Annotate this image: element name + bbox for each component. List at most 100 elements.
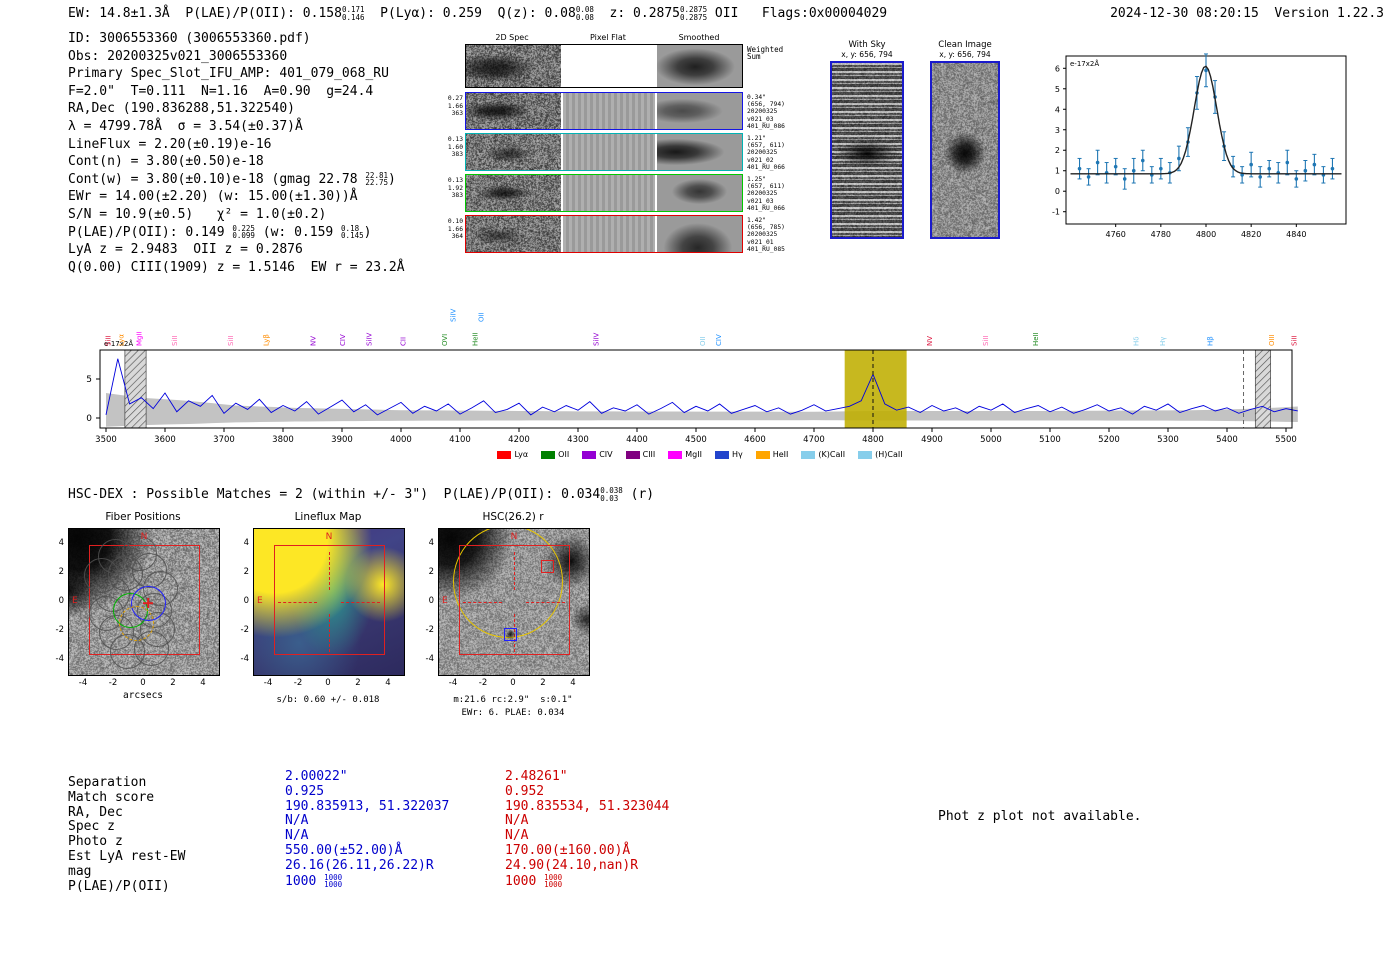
text-segment: 0.952: [505, 784, 544, 799]
match-row-label: Match score: [68, 791, 285, 806]
emission-line-label: SiIV: [366, 333, 374, 346]
match-row-label: Photo z: [68, 835, 285, 850]
fiber-positions-image: N E: [68, 528, 220, 676]
text-segment: EW: 14.8±1.3Å P(LAE)/P(OII): 0.158: [68, 6, 342, 21]
legend-item-MgII: MgII: [668, 450, 702, 459]
y-tick-label: 2: [48, 567, 64, 577]
imaging-cutouts: Fiber Positions Lineflux Map HSC(26.2) r…: [0, 505, 650, 725]
stacked-uncertainty: 0.171 0.146: [342, 6, 365, 21]
svg-text:4800: 4800: [862, 435, 884, 445]
svg-text:4780: 4780: [1151, 230, 1171, 239]
east-label: E: [442, 596, 448, 606]
text-segment: Q(0.00) CIII(1909) z = 1.5146 EW r = 23.…: [68, 260, 405, 275]
x-tick-label: 0: [134, 678, 152, 688]
x-tick-label: -4: [259, 678, 277, 688]
info-line: LyA z = 2.9483 OII z = 0.2876: [68, 241, 405, 259]
text-segment: N/A: [505, 828, 528, 843]
2d-spectra-row: 0.13 1.92 383 1.25" (657, 611) 20200325 v…: [465, 174, 743, 212]
aperture-fiber-orange: [119, 606, 154, 641]
text-segment: ID: 3006553360 (3006553360.pdf): [68, 31, 311, 46]
stacked-uncertainty: 0.225 0.099: [232, 225, 255, 240]
smoothed-image: [657, 216, 742, 252]
legend-swatch: [541, 451, 555, 459]
text-segment: RA,Dec (190.836288,51.322540): [68, 101, 295, 116]
emission-line-label: Hγ: [1159, 337, 1167, 346]
legend-item-Hγ: Hγ: [715, 450, 743, 459]
x-tick-label: -2: [104, 678, 122, 688]
2d-spec-noise: [466, 45, 561, 87]
lower-bound: 0.08: [576, 14, 594, 22]
selected-line-band: [845, 350, 907, 428]
lower-bound: 1000: [324, 881, 342, 889]
hsc-caption-1: m:21.6 rc:2.9" s:0.1": [428, 695, 598, 705]
legend-item-Lyα: Lyα: [497, 450, 528, 459]
emission-line-label: NV: [926, 336, 934, 346]
catalog-match-marker-red: [541, 560, 554, 573]
match-col2-value: 0.952: [505, 785, 898, 800]
text-segment: 190.835913, 51.322037: [285, 799, 449, 814]
2d-spec-image: [466, 175, 561, 211]
x-tick-label: 4: [194, 678, 212, 688]
text-segment: P(Lyα): 0.259 Q(z): 0.08: [365, 6, 576, 21]
legend-swatch: [582, 451, 596, 459]
match-col1-value: 550.00(±52.00)Å: [285, 844, 505, 859]
text-segment: 2.48261": [505, 769, 568, 784]
text-segment: z: 0.2875: [594, 6, 680, 21]
fiber-weight-labels: 0.13 1.92 383: [443, 177, 463, 200]
text-segment: 550.00(±52.00)Å: [285, 843, 402, 858]
crosshair-top: [514, 552, 515, 590]
match-col2-value: 190.835534, 51.323044: [505, 800, 898, 815]
lower-bound: 0.146: [342, 14, 365, 22]
text-segment: Obs: 20200325v021_3006553360: [68, 49, 287, 64]
lower-bound: 22.75: [365, 179, 388, 187]
match-col1-value: N/A: [285, 814, 505, 829]
clean-image-noise: [932, 63, 998, 237]
stacked-uncertainty: 1000 1000: [324, 874, 342, 889]
info-line: P(LAE)/P(OII): 0.149 0.225 0.099 (w: 0.15…: [68, 224, 405, 242]
noise-envelope: [106, 393, 1298, 427]
svg-text:5400: 5400: [1216, 435, 1238, 445]
emission-line-label: NV: [309, 336, 317, 346]
east-label: E: [72, 596, 78, 606]
legend-item-CIII: CIII: [626, 450, 656, 459]
lineflux-map-title: Lineflux Map: [253, 511, 403, 523]
emission-line-label: SiII: [1291, 335, 1299, 346]
svg-text:5: 5: [86, 375, 92, 385]
fiber-weight-labels: 0.10 1.66 364: [443, 218, 463, 241]
legend-item-(K)CaII: (K)CaII: [801, 450, 845, 459]
emission-line-label: HeII: [472, 332, 480, 346]
text-segment: 0.925: [285, 784, 324, 799]
legend-swatch: [668, 451, 682, 459]
legend-label: MgII: [685, 450, 702, 459]
match-col2-value: 24.90(24.10,nan)R: [505, 859, 898, 874]
masked-region: [125, 350, 146, 428]
svg-text:4400: 4400: [626, 435, 648, 445]
smoothed-image: [657, 134, 742, 170]
fiber-weight-labels: 0.13 1.60 383: [443, 136, 463, 159]
lower-bound: 1000: [544, 881, 562, 889]
smoothed-blob: [657, 45, 742, 87]
crosshair-right: [526, 602, 565, 603]
match-col1-value: 26.16(26.11,26.22)R: [285, 859, 505, 874]
svg-text:4600: 4600: [744, 435, 766, 445]
svg-text:5100: 5100: [1039, 435, 1061, 445]
2d-spec-noise: [466, 216, 561, 252]
match-col2-value: N/A: [505, 829, 898, 844]
with-sky-coords: x, y: 656, 794: [830, 50, 904, 59]
smoothed-blob: [657, 134, 742, 170]
y-tick-label: 4: [233, 538, 249, 548]
text-segment: Cont(n) = 3.80(±0.50)e-18: [68, 154, 264, 169]
emission-line-label: SiII: [105, 335, 113, 346]
match-col2-value: N/A: [505, 814, 898, 829]
legend-swatch: [801, 451, 815, 459]
info-line: Obs: 20200325v021_3006553360: [68, 48, 405, 66]
text-segment: LineFlux = 2.20(±0.19)e-16: [68, 137, 272, 152]
text-segment: 2.00022": [285, 769, 348, 784]
x-tick-label: -2: [474, 678, 492, 688]
match-row-label: Est LyA rest-EW: [68, 850, 285, 865]
text-segment: (r): [623, 487, 654, 502]
legend-label: OII: [558, 450, 569, 459]
2d-spectra-grid: 2D Spec Pixel Flat Smoothed Weighted Sum…: [443, 33, 808, 265]
info-line: Cont(w) = 3.80(±0.10)e-18 (gmag 22.78 22…: [68, 171, 405, 189]
clean-image-coords: x, y: 656, 794: [930, 50, 1000, 59]
